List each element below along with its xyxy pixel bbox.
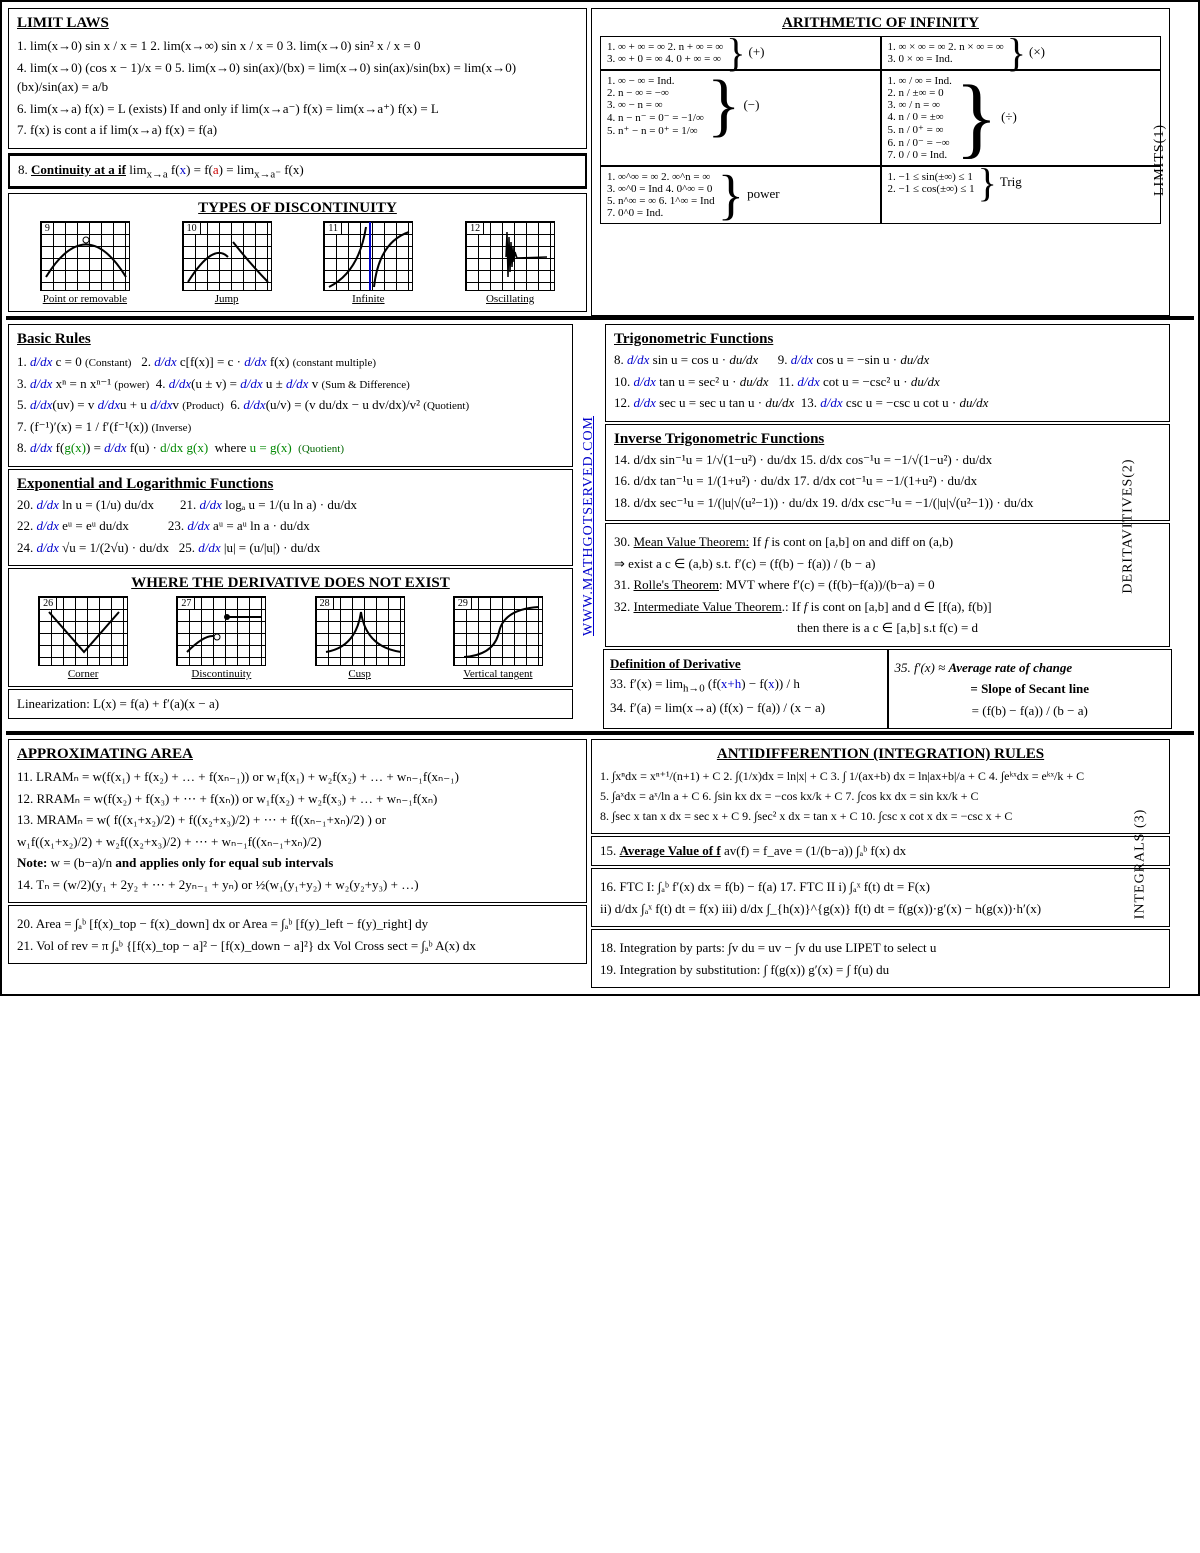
linearization-panel: Linearization: L(x) = f(a) + f′(a)(x − a…	[8, 689, 573, 719]
approx-panel: APPROXIMATING AREA 11. LRAMₙ = w(f(x₁) +…	[8, 739, 587, 903]
def-right: 35. f′(x) ≈ Average rate of change = Slo…	[888, 649, 1173, 730]
limits-side-label: LIMITS(1)	[1152, 124, 1168, 196]
explog-title: Exponential and Logarithmic Functions	[17, 476, 273, 492]
arith-trig: 1. −1 ≤ sin(±∞) ≤ 1 2. −1 ≤ cos(±∞) ≤ 1 …	[881, 166, 1162, 224]
row-limits: LIMIT LAWS 1. lim(x→0) sin x / x = 1 2. …	[6, 6, 1194, 314]
deriv-left-col: Basic Rules 1. d/dx c = 0 (Constant) 2. …	[6, 322, 575, 729]
continuity-formula: limx→a f(x) = f(a) = limx→a⁻ f(x)	[129, 162, 303, 177]
theorems-panel: 30. Mean Value Theorem: If f is cont on …	[605, 523, 1170, 647]
graph-corner: 26 Corner	[17, 596, 149, 680]
ftc-panel: 16. FTC I: ∫ₐᵇ f′(x) dx = f(b) − f(a) 17…	[591, 868, 1170, 927]
basic-rules-title: Basic Rules	[17, 331, 564, 348]
row-integrals: APPROXIMATING AREA 11. LRAMₙ = w(f(x₁) +…	[6, 737, 1194, 990]
dne-panel: WHERE THE DERIVATIVE DOES NOT EXIST 26 C…	[8, 568, 573, 687]
cheatsheet-page: LIMIT LAWS 1. lim(x→0) sin x / x = 1 2. …	[0, 0, 1200, 996]
avg-value-panel: 15. Average Value of f av(f) = f_ave = (…	[591, 836, 1170, 866]
basic-rules-panel: Basic Rules 1. d/dx c = 0 (Constant) 2. …	[8, 324, 573, 467]
def-left: Definition of Derivative 33. f′(x) = lim…	[603, 649, 888, 730]
removable-curve	[41, 222, 129, 290]
invtrig-panel: Inverse Trigonometric Functions 14. d/dx…	[605, 424, 1170, 522]
arithmetic-title: ARITHMETIC OF INFINITY	[600, 15, 1161, 32]
limit-item: 4. lim(x→0) (cos x − 1)/x = 0 5. lim(x→0…	[17, 58, 578, 97]
arith-plus: 1. ∞ + ∞ = ∞ 2. n + ∞ = ∞ 3. ∞ + 0 = ∞ 4…	[600, 36, 881, 70]
deriv-side-label: DERITAVITIVES(2)	[1120, 458, 1136, 593]
arith-times: 1. ∞ × ∞ = ∞ 2. n × ∞ = ∞ 3. 0 × ∞ = Ind…	[881, 36, 1162, 70]
continuity-bold: Continuity at a if	[31, 162, 126, 177]
graph-vtangent: 29 Vertical tangent	[432, 596, 564, 680]
trig-panel: Trigonometric Functions 8. d/dx sin u = …	[605, 324, 1170, 422]
divider-1	[6, 316, 1194, 320]
graph-infinite: 11 Infinite	[301, 221, 437, 305]
continuity-pre: 8.	[18, 162, 31, 177]
arithmetic-panel: ARITHMETIC OF INFINITY 1. ∞ + ∞ = ∞ 2. n…	[591, 8, 1170, 316]
dne-title: WHERE THE DERIVATIVE DOES NOT EXIST	[17, 575, 564, 592]
limit-item: 6. lim(x→a) f(x) = L (exists) If and onl…	[17, 99, 578, 119]
area-vol-panel: 20. Area = ∫ₐᵇ [f(x)_top − f(x)_down] dx…	[8, 905, 587, 964]
arithmetic-col: ARITHMETIC OF INFINITY 1. ∞ + ∞ = ∞ 2. n…	[589, 6, 1194, 314]
row-derivatives: Basic Rules 1. d/dx c = 0 (Constant) 2. …	[6, 322, 1194, 729]
arithmetic-grid: 1. ∞ + ∞ = ∞ 2. n + ∞ = ∞ 3. ∞ + 0 = ∞ 4…	[600, 36, 1161, 224]
watermark-strip: WWW.MATHGOTSERVED.COM	[575, 322, 603, 729]
deriv-right-col: Trigonometric Functions 8. d/dx sin u = …	[603, 322, 1194, 729]
watermark-url: WWW.MATHGOTSERVED.COM	[581, 416, 597, 636]
parts-panel: 18. Integration by parts: ∫v du = uv − ∫…	[591, 929, 1170, 988]
trig-title: Trigonometric Functions	[614, 331, 773, 347]
def-derivative-panel: Definition of Derivative 33. f′(x) = lim…	[603, 649, 1172, 730]
rules-col: ANTIDIFFERENTION (INTEGRATION) RULES 1. …	[589, 737, 1194, 990]
graph-jump: 10 Jump	[159, 221, 295, 305]
discontinuity-graphs: 9 Point or removable 10 Jump 11	[17, 221, 578, 305]
arith-power: 1. ∞^∞ = ∞ 2. ∞^n = ∞ 3. ∞^0 = Ind 4. 0^…	[600, 166, 881, 224]
graph-cusp: 28 Cusp	[294, 596, 426, 680]
invtrig-title: Inverse Trigonometric Functions	[614, 431, 824, 447]
discontinuity-panel: TYPES OF DISCONTINUITY 9 Point or remova…	[8, 193, 587, 312]
discontinuity-title: TYPES OF DISCONTINUITY	[17, 200, 578, 217]
limit-laws-title: LIMIT LAWS	[17, 15, 578, 32]
graph-removable: 9 Point or removable	[17, 221, 153, 305]
linearization: Linearization: L(x) = f(a) + f′(a)(x − a…	[17, 696, 219, 711]
arith-div: 1. ∞ / ∞ = Ind. 2. n / ±∞ = 0 3. ∞ / n =…	[881, 70, 1162, 166]
limit-laws-col: LIMIT LAWS 1. lim(x→0) sin x / x = 1 2. …	[6, 6, 589, 314]
graph-discont: 27 Discontinuity	[155, 596, 287, 680]
continuity-box: 8. Continuity at a if limx→a f(x) = f(a)…	[8, 153, 587, 190]
integrals-side-label: INTEGRALS (3)	[1133, 808, 1149, 919]
dne-graphs: 26 Corner 27 Discontinuity 28 Cusp	[17, 596, 564, 680]
limit-laws-panel: LIMIT LAWS 1. lim(x→0) sin x / x = 1 2. …	[8, 8, 587, 149]
divider-2	[6, 731, 1194, 735]
rules-title: ANTIDIFFERENTION (INTEGRATION) RULES	[600, 746, 1161, 763]
arith-minus: 1. ∞ − ∞ = Ind. 2. n − ∞ = −∞ 3. ∞ − n =…	[600, 70, 881, 166]
approx-col: APPROXIMATING AREA 11. LRAMₙ = w(f(x₁) +…	[6, 737, 589, 990]
rules-panel: ANTIDIFFERENTION (INTEGRATION) RULES 1. …	[591, 739, 1170, 834]
limit-item: 7. f(x) is cont a if lim(x→a) f(x) = f(a…	[17, 120, 578, 140]
graph-oscillating: 12 Oscillating	[442, 221, 578, 305]
approx-title: APPROXIMATING AREA	[17, 746, 578, 763]
limit-item: 1. lim(x→0) sin x / x = 1 2. lim(x→∞) si…	[17, 36, 578, 56]
explog-panel: Exponential and Logarithmic Functions 20…	[8, 469, 573, 567]
